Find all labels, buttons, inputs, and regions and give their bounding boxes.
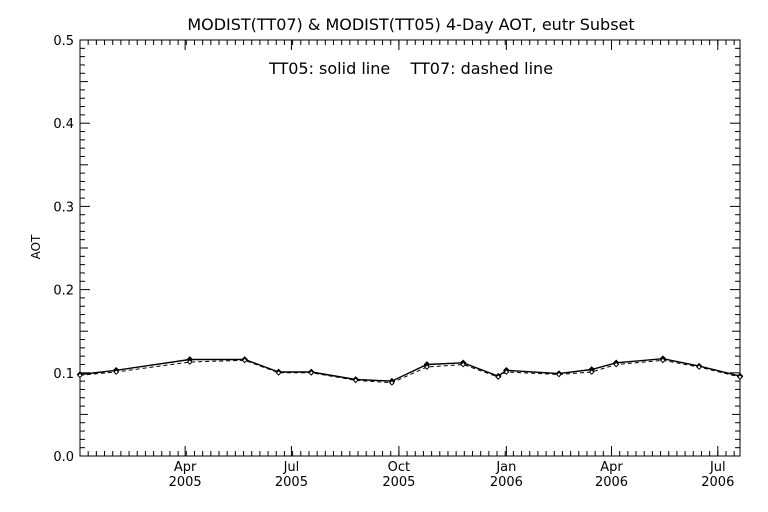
tt07-data-point bbox=[503, 369, 510, 375]
tt07-data-point bbox=[696, 364, 703, 370]
x-tick-month-label: Oct bbox=[388, 460, 410, 475]
y-tick-label: 0.5 bbox=[53, 34, 74, 49]
plot-frame bbox=[79, 39, 741, 457]
tt07-series-line bbox=[79, 359, 741, 384]
tt07-data-point bbox=[556, 371, 562, 378]
line-style-legend: TT05: solid line TT07: dashed line bbox=[268, 59, 553, 78]
x-tick-year-label: 2006 bbox=[595, 475, 628, 490]
y-axis-label: AOT bbox=[29, 234, 43, 259]
x-tick-year-label: 2006 bbox=[701, 475, 734, 490]
tt07-data-point bbox=[241, 357, 248, 364]
tt07-data-point bbox=[186, 359, 193, 365]
tt07-data-point bbox=[424, 364, 430, 370]
y-tick-label: 0.3 bbox=[53, 200, 74, 215]
tt07-data-point bbox=[659, 357, 666, 364]
tt07-data-point bbox=[737, 374, 743, 380]
y-axis: 0.0 0.1 0.2 0.3 0.4 0.5 bbox=[53, 34, 740, 465]
x-tick-month-label: Jul bbox=[283, 460, 300, 475]
tt07-data-point bbox=[495, 374, 502, 380]
tt07-data-point bbox=[352, 377, 359, 384]
tt07-data-point bbox=[588, 369, 595, 375]
y-tick-label: 0.0 bbox=[53, 450, 74, 465]
x-tick-month-label: Jul bbox=[709, 460, 726, 475]
y-tick-label: 0.4 bbox=[53, 117, 74, 132]
x-tick-year-label: 2005 bbox=[275, 475, 308, 490]
tt07-data-point bbox=[613, 361, 620, 368]
series-layer bbox=[76, 355, 744, 386]
x-tick-year-label: 2005 bbox=[169, 475, 202, 490]
x-tick-month-label: Apr bbox=[174, 460, 197, 475]
y-tick-label: 0.2 bbox=[53, 284, 74, 299]
chart-title: MODIST(TT07) & MODIST(TT05) 4-Day AOT, e… bbox=[187, 15, 634, 34]
tt07-data-point bbox=[275, 369, 282, 376]
tt05-series-line bbox=[79, 357, 741, 382]
x-tick-month-label: Jan bbox=[495, 460, 516, 475]
x-axis: Apr2005Jul2005Oct2005Jan2006Apr2006Jul20… bbox=[79, 40, 735, 490]
tt07-data-point bbox=[388, 379, 395, 386]
tt07-data-point bbox=[308, 369, 315, 376]
x-tick-month-label: Apr bbox=[600, 460, 623, 475]
y-tick-label: 0.1 bbox=[53, 367, 74, 382]
x-tick-year-label: 2005 bbox=[382, 475, 415, 490]
x-tick-year-label: 2006 bbox=[490, 475, 523, 490]
tt07-data-point bbox=[460, 361, 467, 368]
tt07-data-point bbox=[113, 369, 120, 375]
tt07-data-point bbox=[77, 372, 83, 379]
